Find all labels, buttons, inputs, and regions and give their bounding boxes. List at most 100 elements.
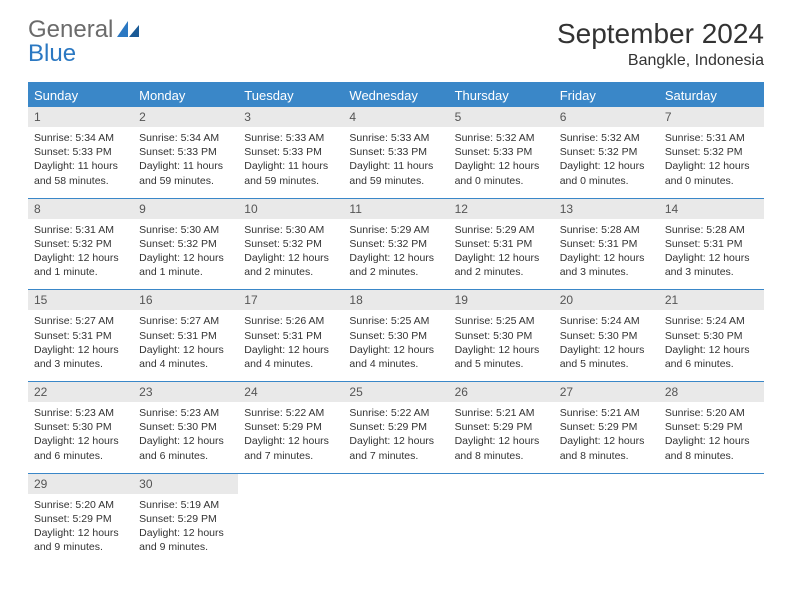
day-number-cell: 12 (449, 198, 554, 219)
sunset-line: Sunset: 5:33 PM (455, 145, 548, 159)
logo-text-blue: Blue (28, 42, 139, 66)
day-info-cell: Sunrise: 5:23 AMSunset: 5:30 PMDaylight:… (133, 402, 238, 473)
sunrise-line: Sunrise: 5:30 AM (139, 223, 232, 237)
daylight-line: Daylight: 12 hours and 3 minutes. (665, 251, 758, 279)
day-info-cell: Sunrise: 5:27 AMSunset: 5:31 PMDaylight:… (133, 310, 238, 381)
weekday-header: Sunday (28, 83, 133, 107)
sunrise-line: Sunrise: 5:31 AM (665, 131, 758, 145)
daylight-line: Daylight: 12 hours and 4 minutes. (244, 343, 337, 371)
weekday-header: Monday (133, 83, 238, 107)
daylight-line: Daylight: 12 hours and 4 minutes. (139, 343, 232, 371)
day-info-cell: Sunrise: 5:19 AMSunset: 5:29 PMDaylight:… (133, 494, 238, 565)
weekday-header: Saturday (659, 83, 764, 107)
day-number-cell: 17 (238, 290, 343, 311)
daylight-line: Daylight: 12 hours and 0 minutes. (665, 159, 758, 187)
day-info-row: Sunrise: 5:20 AM Sunset: 5:29 PM Daylight:… (28, 494, 764, 565)
sunset-line: Sunset: 5:33 PM (349, 145, 442, 159)
sunset-line: Sunset: 5:31 PM (665, 237, 758, 251)
sail-icon (117, 21, 139, 37)
day-number-cell: 4 (343, 107, 448, 127)
day-number-row: 22232425262728 (28, 382, 764, 403)
sunrise-line: Sunrise: 5:29 AM (455, 223, 548, 237)
title-block: September 2024 Bangkle, Indonesia (557, 18, 764, 70)
sunset-line: Sunset: 5:32 PM (560, 145, 653, 159)
sunset-line: Sunset: 5:29 PM (665, 420, 758, 434)
day-info-cell: Sunrise: 5:33 AMSunset: 5:33 PMDaylight:… (238, 127, 343, 198)
daylight-line: Daylight: 12 hours and 4 minutes. (349, 343, 442, 371)
day-info-row: Sunrise: 5:31 AMSunset: 5:32 PMDaylight:… (28, 219, 764, 290)
sunrise-line: Sunrise: 5:34 AM (34, 131, 127, 145)
day-number-cell: 24 (238, 382, 343, 403)
sunrise-line: Sunrise: 5:31 AM (34, 223, 127, 237)
sunset-line: Sunset: 5:32 PM (349, 237, 442, 251)
day-number-cell: 8 (28, 198, 133, 219)
day-info-cell: Sunrise: 5:31 AMSunset: 5:32 PMDaylight:… (28, 219, 133, 290)
sunrise-line: Sunrise: 5:25 AM (349, 314, 442, 328)
day-info-cell: Sunrise: 5:33 AMSunset: 5:33 PMDaylight:… (343, 127, 448, 198)
sunset-line: Sunset: 5:29 PM (139, 512, 232, 526)
day-number-cell: 5 (449, 107, 554, 127)
daylight-line: Daylight: 11 hours and 59 minutes. (244, 159, 337, 187)
sunset-line: Sunset: 5:32 PM (665, 145, 758, 159)
weekday-header: Wednesday (343, 83, 448, 107)
day-info-cell: Sunrise: 5:22 AMSunset: 5:29 PMDaylight:… (343, 402, 448, 473)
day-number-cell (449, 473, 554, 494)
sunset-line: Sunset: 5:32 PM (139, 237, 232, 251)
day-number-row: 1234567 (28, 107, 764, 127)
sunset-line: Sunset: 5:30 PM (455, 329, 548, 343)
day-info-cell: Sunrise: 5:20 AMSunset: 5:29 PMDaylight:… (659, 402, 764, 473)
daylight-line: Daylight: 12 hours and 5 minutes. (455, 343, 548, 371)
day-number-row: 891011121314 (28, 198, 764, 219)
day-info-cell (449, 494, 554, 565)
day-number-cell: 15 (28, 290, 133, 311)
weekday-header-row: Sunday Monday Tuesday Wednesday Thursday… (28, 83, 764, 107)
daylight-line: Daylight: 12 hours and 9 minutes. (34, 526, 127, 554)
sunset-line: Sunset: 5:31 PM (244, 329, 337, 343)
day-info-row: Sunrise: 5:23 AMSunset: 5:30 PMDaylight:… (28, 402, 764, 473)
sunset-line: Sunset: 5:33 PM (244, 145, 337, 159)
daylight-line: Daylight: 12 hours and 2 minutes. (455, 251, 548, 279)
daylight-line: Daylight: 12 hours and 8 minutes. (455, 434, 548, 462)
sunrise-line: Sunrise: 5:22 AM (244, 406, 337, 420)
sunrise-line: Sunrise: 5:20 AM (665, 406, 758, 420)
day-number-cell: 28 (659, 382, 764, 403)
day-number-cell: 25 (343, 382, 448, 403)
calendar-table: Sunday Monday Tuesday Wednesday Thursday… (28, 82, 764, 564)
sunrise-line: Sunrise: 5:25 AM (455, 314, 548, 328)
sunrise-line: Sunrise: 5:28 AM (560, 223, 653, 237)
sunrise-line: Sunrise: 5:28 AM (665, 223, 758, 237)
day-info-cell (343, 494, 448, 565)
logo-text-general: General (28, 18, 113, 42)
day-info-cell (238, 494, 343, 565)
daylight-line: Daylight: 11 hours and 59 minutes. (139, 159, 232, 187)
daylight-line: Daylight: 12 hours and 6 minutes. (665, 343, 758, 371)
day-info-cell: Sunrise: 5:22 AMSunset: 5:29 PMDaylight:… (238, 402, 343, 473)
sunrise-line: Sunrise: 5:32 AM (455, 131, 548, 145)
weekday-header: Friday (554, 83, 659, 107)
logo: General Blue (28, 18, 139, 66)
day-number-row: 15161718192021 (28, 290, 764, 311)
day-number-row: 2930 (28, 473, 764, 494)
day-info-cell: Sunrise: 5:26 AMSunset: 5:31 PMDaylight:… (238, 310, 343, 381)
sunset-line: Sunset: 5:31 PM (560, 237, 653, 251)
daylight-line: Daylight: 12 hours and 3 minutes. (34, 343, 127, 371)
day-number-cell: 2 (133, 107, 238, 127)
daylight-line: Daylight: 12 hours and 1 minute. (139, 251, 232, 279)
day-number-cell: 18 (343, 290, 448, 311)
location: Bangkle, Indonesia (557, 52, 764, 70)
daylight-line: Daylight: 12 hours and 5 minutes. (560, 343, 653, 371)
day-number-cell (238, 473, 343, 494)
day-info-cell: Sunrise: 5:21 AMSunset: 5:29 PMDaylight:… (449, 402, 554, 473)
day-number-cell: 1 (28, 107, 133, 127)
sunrise-line: Sunrise: 5:23 AM (139, 406, 232, 420)
day-info-cell: Sunrise: 5:24 AMSunset: 5:30 PMDaylight:… (554, 310, 659, 381)
day-info-cell: Sunrise: 5:24 AMSunset: 5:30 PMDaylight:… (659, 310, 764, 381)
sunrise-line: Sunrise: 5:20 AM (34, 498, 127, 512)
day-info-cell: Sunrise: 5:20 AMSunset: 5:29 PMDaylight:… (28, 494, 133, 565)
sunset-line: Sunset: 5:31 PM (139, 329, 232, 343)
day-info-cell: Sunrise: 5:28 AMSunset: 5:31 PMDaylight:… (554, 219, 659, 290)
daylight-line: Daylight: 12 hours and 2 minutes. (349, 251, 442, 279)
sunset-line: Sunset: 5:29 PM (244, 420, 337, 434)
sunrise-line: Sunrise: 5:24 AM (665, 314, 758, 328)
day-number-cell (554, 473, 659, 494)
